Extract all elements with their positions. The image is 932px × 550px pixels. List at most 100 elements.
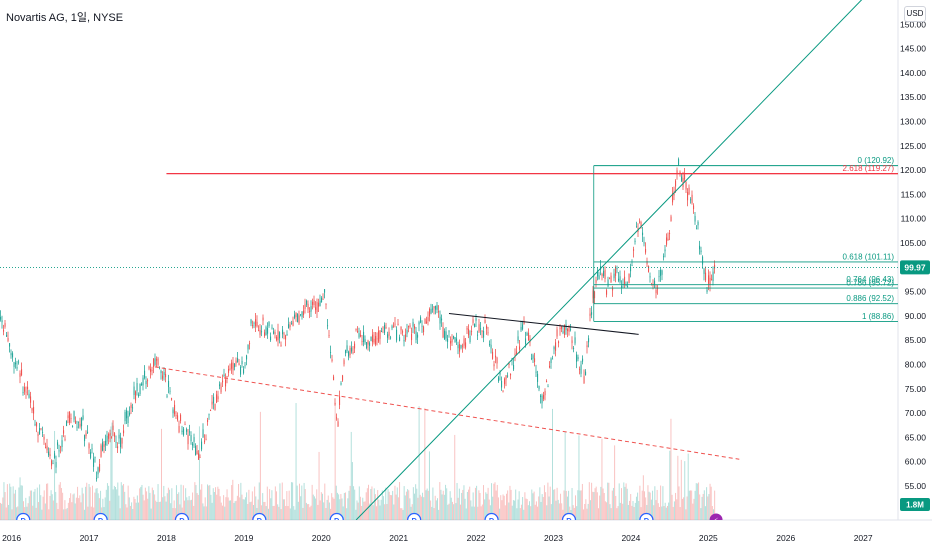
volume-bar	[596, 492, 598, 520]
volume-bar	[668, 502, 670, 520]
volume-bar	[318, 451, 320, 520]
volume-bar	[31, 490, 33, 520]
volume-bar	[422, 492, 424, 520]
candle-body	[319, 300, 321, 307]
candle-body	[76, 426, 78, 428]
volume-bar	[608, 482, 610, 520]
volume-bar	[54, 430, 56, 520]
volume-bar	[622, 503, 624, 520]
volume-bar	[315, 498, 317, 520]
candle-body	[676, 170, 678, 175]
candle-body	[126, 410, 128, 419]
volume-bar	[449, 491, 451, 520]
volume-bar	[515, 489, 517, 520]
volume-bar	[358, 486, 360, 520]
volume-bar	[391, 495, 392, 520]
candle-body	[696, 228, 698, 230]
volume-bar	[407, 489, 409, 520]
candle-body	[453, 335, 455, 339]
candle-body	[55, 462, 57, 468]
volume-bar	[481, 504, 483, 520]
volume-bar	[473, 506, 475, 520]
candle-body	[69, 411, 71, 423]
candle-body	[564, 324, 566, 335]
volume-bar	[400, 508, 402, 520]
volume-bar	[272, 505, 274, 520]
candle-body	[190, 435, 192, 442]
volume-bar	[263, 501, 265, 520]
volume-bar	[124, 491, 126, 520]
candle-body	[31, 408, 33, 411]
currency-selector[interactable]: USD	[904, 6, 926, 22]
volume-bar	[477, 506, 479, 520]
volume-bar	[492, 496, 494, 520]
volume-bar	[334, 402, 336, 520]
volume-bar	[395, 494, 397, 520]
volume-bar	[576, 506, 578, 520]
volume-bar	[440, 489, 442, 520]
candle-body	[328, 335, 330, 336]
volume-bar	[185, 488, 187, 520]
candle-body	[474, 323, 476, 327]
volume-bar	[140, 486, 142, 520]
candle-body	[276, 337, 278, 341]
volume-bar	[423, 497, 425, 520]
candle-body	[690, 199, 692, 201]
volume-bar	[365, 492, 367, 520]
volume-bar	[301, 485, 303, 520]
volume-bar	[157, 484, 159, 520]
candle-body	[118, 434, 120, 439]
candle-body	[567, 329, 569, 331]
candle-body	[280, 344, 282, 346]
volume-bar	[393, 504, 395, 520]
volume-bar	[374, 494, 376, 520]
candle-body	[181, 430, 183, 432]
candle-body	[388, 331, 390, 336]
time-tick-label: 2025	[699, 533, 718, 543]
candle-body	[397, 323, 399, 325]
dividend-marker	[16, 512, 31, 520]
candle-body	[256, 321, 258, 327]
volume-bar	[684, 461, 686, 520]
candle-body	[148, 366, 150, 369]
volume-bar	[221, 505, 223, 520]
chart-title: Novartis AG, 1일, NYSE	[6, 12, 124, 24]
price-tick-label: 145.00	[900, 44, 926, 54]
volume-bar	[614, 445, 616, 520]
candle-body	[577, 357, 579, 360]
volume-bar	[309, 507, 311, 520]
candle-body	[535, 371, 537, 373]
volume-bar	[106, 483, 108, 520]
candle-body	[204, 440, 206, 443]
volume-bar	[234, 501, 236, 520]
volume-bar	[217, 486, 219, 520]
volume-bar	[529, 501, 530, 520]
candle-body	[135, 391, 137, 401]
volume-bar	[127, 485, 129, 520]
candle-body	[516, 351, 518, 355]
volume-bar	[152, 490, 154, 520]
candle-body	[583, 376, 585, 384]
volume-bar	[120, 482, 122, 520]
candle-body	[235, 360, 237, 364]
volume-bar	[190, 499, 192, 520]
candle-body	[363, 331, 365, 343]
volume-bar	[534, 504, 536, 520]
time-tick-label: 2027	[854, 533, 873, 543]
volume-bar	[381, 490, 383, 520]
candle-body	[624, 276, 626, 285]
volume-bar	[239, 497, 241, 520]
candle-body	[103, 444, 105, 447]
candle-body	[163, 371, 165, 376]
volume-bar	[663, 506, 665, 520]
volume-bar	[549, 486, 551, 520]
volume-bar	[491, 483, 493, 520]
candle-body	[123, 430, 125, 434]
volume-bar	[641, 490, 643, 520]
candle-body	[592, 290, 594, 299]
volume-bar	[553, 489, 555, 520]
candle-body	[268, 322, 270, 327]
candle-body	[406, 330, 408, 334]
volume-bar	[420, 496, 422, 520]
